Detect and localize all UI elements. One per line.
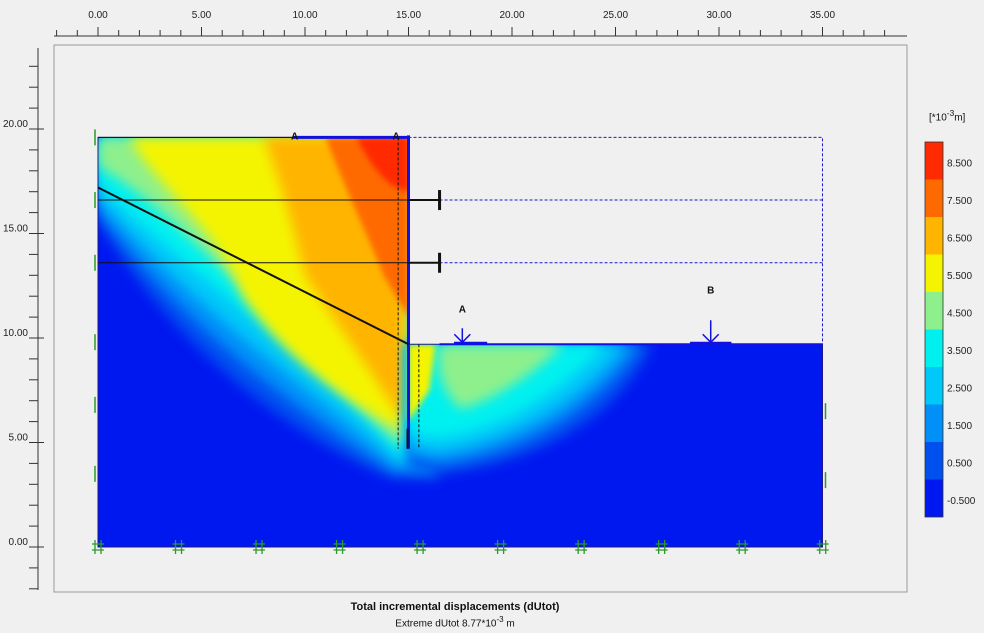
point-label: A <box>392 131 399 142</box>
contour-band <box>438 344 564 410</box>
legend-value: 5.500 <box>947 271 972 282</box>
y-tick-label: 5.00 <box>9 433 29 444</box>
contour-band <box>356 137 409 192</box>
legend-unit: [*10-3m] <box>929 108 966 124</box>
x-tick-label: 35.00 <box>810 10 835 21</box>
plot-caption-title: Total incremental displacements (dUtot) <box>350 601 560 613</box>
total-fixity <box>494 540 507 554</box>
point-b-arrow <box>702 333 720 344</box>
point-label: B <box>707 285 714 296</box>
legend-swatch <box>925 217 943 255</box>
horizontal-ruler: 0.00 5.00 10.00 15.00 20.00 25.00 30.00 35.00 <box>54 10 907 37</box>
legend-value: 1.500 <box>947 421 972 432</box>
legend-swatch <box>925 329 943 367</box>
total-fixity <box>333 540 346 554</box>
x-tick-label: 5.00 <box>192 10 212 21</box>
legend-value: 3.500 <box>947 346 972 357</box>
y-tick-label: 0.00 <box>9 537 29 548</box>
legend-swatch <box>925 142 943 180</box>
y-tick-label: 10.00 <box>3 328 28 339</box>
x-tick-label: 10.00 <box>292 10 317 21</box>
legend-value: 7.500 <box>947 196 972 207</box>
legend-value: 8.500 <box>947 158 972 169</box>
legend-value: 4.500 <box>947 308 972 319</box>
x-tick-label: 20.00 <box>499 10 524 21</box>
legend-swatch <box>925 442 943 480</box>
total-fixity <box>172 540 185 554</box>
x-tick-label: 30.00 <box>706 10 731 21</box>
point-label: A <box>459 304 466 315</box>
model-geometry: A A A B <box>92 129 829 554</box>
color-legend: 8.500 7.500 6.500 5.500 4.500 3.500 2.500 1.500… <box>924 141 976 518</box>
legend-swatch <box>925 367 943 405</box>
x-tick-label: 0.00 <box>88 10 108 21</box>
total-fixity <box>736 540 749 554</box>
total-fixity <box>414 540 427 554</box>
contour-band <box>325 137 409 318</box>
legend-value: 0.500 <box>947 458 972 469</box>
total-fixity <box>575 540 588 554</box>
legend-value: 6.500 <box>947 233 972 244</box>
contour-band <box>408 344 436 422</box>
slip-line <box>97 186 409 346</box>
x-tick-label: 15.00 <box>396 10 421 21</box>
y-tick-label: 20.00 <box>3 119 28 130</box>
vertical-ruler: 20.00 15.00 10.00 5.00 0.00 <box>3 48 44 590</box>
legend-swatch <box>925 292 943 330</box>
total-fixity <box>92 540 104 554</box>
legend-value: 2.500 <box>947 383 972 394</box>
excavation-outline <box>408 136 823 345</box>
total-fixity <box>816 540 829 554</box>
total-fixity <box>253 540 266 554</box>
x-tick-label: 25.00 <box>603 10 628 21</box>
legend-swatch <box>925 179 943 217</box>
point-a-arrow <box>453 333 471 344</box>
plot-caption-subtitle: Extreme dUtot 8.77*10-3 m <box>395 615 515 630</box>
point-label: A <box>291 131 298 142</box>
legend-swatch <box>925 479 943 517</box>
legend-border <box>924 141 944 518</box>
legend-value: -0.500 <box>947 496 976 507</box>
legend-swatch <box>925 404 943 442</box>
total-fixity <box>655 540 668 554</box>
legend-swatch <box>925 254 943 292</box>
y-tick-label: 15.00 <box>3 224 28 235</box>
